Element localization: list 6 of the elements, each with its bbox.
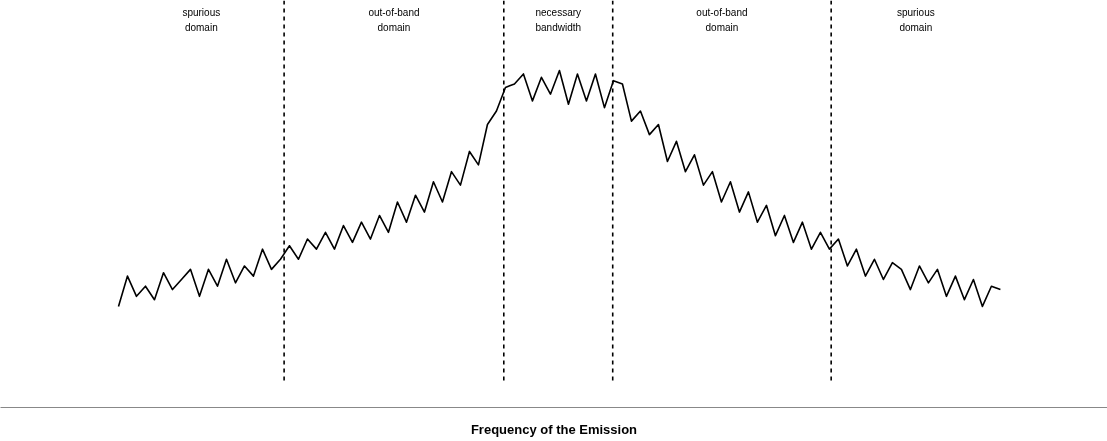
text: out-of-band domain — [368, 7, 420, 33]
x-axis-title: Frequency of the Emission — [470, 421, 638, 437]
text: necessary bandwidth — [535, 7, 582, 33]
text: out-of-band domain — [696, 7, 748, 33]
text: spurious domain — [896, 7, 935, 33]
text: spurious domain — [182, 7, 221, 33]
